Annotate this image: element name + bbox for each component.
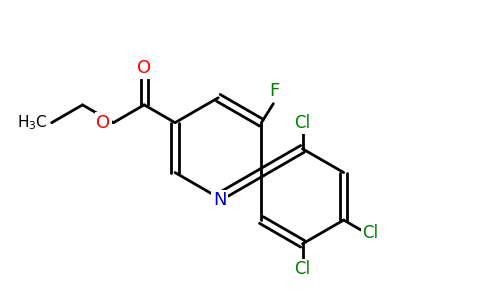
Text: O: O bbox=[137, 59, 151, 77]
Text: O: O bbox=[96, 114, 110, 132]
Text: Cl: Cl bbox=[294, 114, 311, 132]
Text: F: F bbox=[270, 82, 280, 100]
Text: Cl: Cl bbox=[362, 224, 378, 242]
Text: Cl: Cl bbox=[294, 260, 311, 278]
Text: N: N bbox=[213, 191, 227, 209]
Text: H$_3$C: H$_3$C bbox=[17, 113, 48, 132]
